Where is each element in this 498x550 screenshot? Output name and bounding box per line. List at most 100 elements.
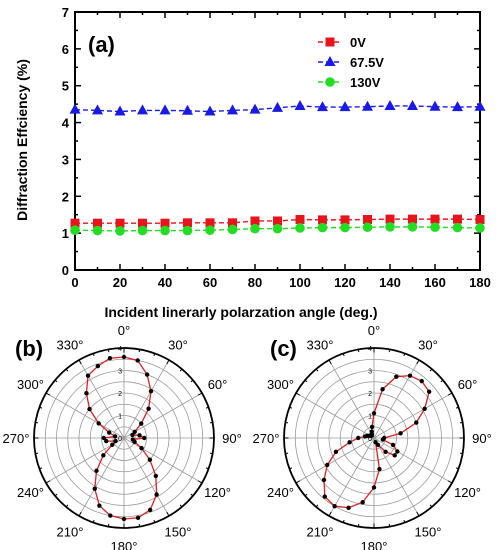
panel-c-angle-label: 210°	[307, 525, 334, 540]
panel-c-data-point	[380, 437, 386, 442]
panel-a-series-1-point	[384, 99, 396, 110]
panel-b-angle-tick	[45, 480, 51, 484]
panel-c-angle-tick	[447, 480, 453, 484]
panel-b-data-point	[92, 486, 97, 491]
panel-a-series-1-point	[339, 101, 351, 112]
panel-c-grid-spoke	[295, 392, 375, 439]
panel-a-series-1-point	[317, 101, 328, 112]
panel-b-angle-tick	[65, 504, 69, 508]
panel-b-grid-spoke	[45, 392, 125, 439]
panel-a-series-2-point	[250, 223, 260, 234]
panel-c-data-point	[419, 378, 424, 384]
panel-c-angle-label: 120°	[454, 485, 481, 500]
panel-c-angle-tick	[403, 519, 406, 523]
panel-a-series-2-point	[407, 222, 418, 232]
panel-b-angle-label: 270°	[3, 431, 30, 446]
panel-a-series-0-point	[250, 216, 260, 226]
panel-c-grid-spoke	[328, 437, 375, 517]
panel-b-radial-tick-label: 4	[118, 346, 122, 353]
panel-b-angle-label: 60°	[208, 377, 228, 392]
panel-c-angle-label: 90°	[472, 431, 492, 446]
panel-b-data-point	[107, 356, 113, 361]
panel-c-data-point	[371, 411, 377, 416]
panel-b-angle-tick	[92, 519, 95, 523]
panel-c-data-point	[398, 431, 403, 436]
panel-c-radial-tick-label: 4	[368, 346, 372, 353]
panel-a-series-1-point	[474, 100, 486, 111]
panel-a-series-2-point	[92, 225, 103, 236]
panel-b-angle-tick	[153, 519, 156, 523]
panel-b-data-point	[142, 435, 147, 441]
panel-b-angle-label: 210°	[57, 525, 84, 540]
panel-a-series-1-point	[137, 104, 148, 115]
panel-a-series-1-point	[294, 99, 306, 110]
panel-b-data-point	[139, 445, 144, 451]
panel-b-grid-spoke	[123, 359, 170, 439]
panel-a-x-tick-label: 40	[158, 275, 172, 290]
panel-c-angle-label: 300°	[267, 377, 294, 392]
panel-a-x-tick-label: 120	[334, 275, 356, 290]
panel-a-series-1-point	[429, 100, 441, 111]
panel-c-angle-label: 270°	[253, 431, 280, 446]
panel-b-data-point	[137, 433, 142, 438]
panel-b-data-point	[139, 421, 144, 426]
panel-b-data-point	[147, 507, 153, 513]
panel-b-angle-label: 330°	[57, 337, 84, 352]
panel-b-label: (b)	[15, 336, 43, 361]
panel-b-angle-label: 30°	[168, 337, 188, 352]
panel-a-x-tick-label: 180	[469, 275, 491, 290]
panel-c-angle-tick	[304, 493, 308, 497]
panel-c-angle-tick	[416, 511, 420, 517]
panel-b-data-point	[94, 468, 99, 473]
panel-a-series-2-point	[452, 222, 463, 233]
panel-a-legend-label: 67.5V	[350, 55, 384, 70]
panel-a-y-tick-label: 3	[62, 152, 69, 167]
panel-a-series-2-point	[272, 223, 283, 234]
panel-b-angle-tick	[65, 368, 69, 372]
panel-c-angle-label: 330°	[307, 337, 334, 352]
panel-b-grid-spoke	[123, 437, 170, 517]
panel-a-series-2-point	[475, 223, 485, 233]
panel-b-angle-tick	[190, 379, 194, 383]
panel-b-angle-tick	[190, 493, 194, 497]
panel-b-angle-tick	[153, 353, 156, 357]
panel-a-x-tick-label: 160	[424, 275, 446, 290]
panel-c-data-point	[325, 462, 330, 468]
panel-b-data-point	[101, 453, 106, 458]
panel-b-angle-tick	[78, 511, 82, 517]
panel-b-angle-tick	[197, 480, 203, 484]
panel-a-series-0-point	[408, 214, 417, 224]
panel-b-data-point	[110, 442, 115, 447]
panel-b-angle-tick	[166, 511, 170, 517]
panel-b-grid-spoke	[78, 359, 125, 439]
panel-c-angle-tick	[295, 392, 301, 396]
panel-b-data-point	[95, 363, 101, 369]
panel-a-series-0-point	[340, 215, 350, 225]
panel-a-series	[69, 99, 486, 236]
panel-a-series-1-point	[69, 103, 81, 114]
panel-a-series-2-point	[340, 222, 350, 233]
panel-a-y-tick-label: 7	[62, 5, 69, 20]
panel-c-data-point	[332, 503, 337, 509]
panel-a-y-tick-label: 4	[62, 116, 70, 131]
panel-c-angle-label: 30°	[418, 337, 438, 352]
panel-b-data-point	[148, 389, 154, 394]
panel-b-data-point	[135, 515, 141, 520]
panel-b-data-point	[87, 406, 92, 412]
panel-b-angle-tick	[54, 379, 58, 383]
panel-b-data-point	[96, 421, 101, 426]
panel-b-data-point	[144, 372, 150, 377]
panel-a-legend-label: 130V	[350, 75, 381, 90]
panel-c-grid-spoke	[373, 437, 453, 484]
panel-c-data-point	[356, 435, 361, 441]
panel-a-series-2-point	[227, 224, 238, 235]
panel-b-angle-label: 90°	[222, 431, 242, 446]
panel-b-data-point	[135, 358, 140, 363]
panel-a-series-0-point	[453, 214, 462, 224]
panel-a-series-0-point	[183, 218, 192, 228]
panel-b-data-point	[146, 406, 151, 411]
panel-c-grid-spoke	[373, 392, 453, 439]
panel-a-series-1-point	[182, 104, 193, 115]
panel-c-angle-label: 0°	[368, 323, 380, 338]
panel-c-data-point	[377, 466, 382, 472]
